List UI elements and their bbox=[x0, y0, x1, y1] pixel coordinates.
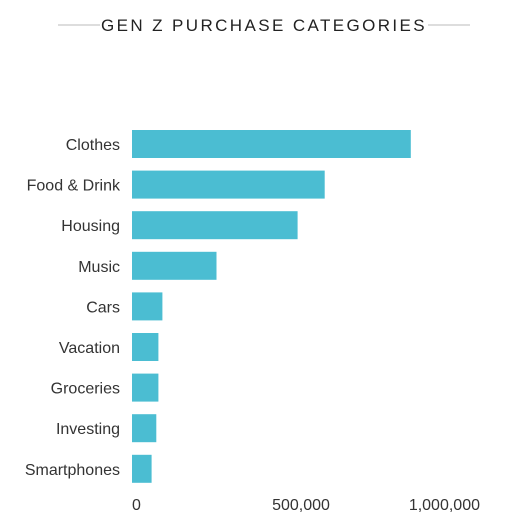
category-label-clothes: Clothes bbox=[66, 137, 120, 154]
category-label-food-drink: Food & Drink bbox=[27, 178, 121, 195]
category-label-housing: Housing bbox=[61, 218, 120, 235]
bar-clothes bbox=[132, 130, 411, 158]
category-labels: Clothes Food & Drink Housing Music Cars Vacat… bbox=[25, 137, 121, 479]
x-tick-label: 1,000,000 bbox=[409, 497, 480, 514]
category-label-smartphones: Smartphones bbox=[25, 462, 120, 479]
bar-housing bbox=[132, 211, 298, 240]
bar-investing bbox=[132, 414, 157, 443]
category-label-music: Music bbox=[78, 259, 120, 276]
category-label-investing: Investing bbox=[56, 421, 120, 438]
bar-food-drink bbox=[132, 170, 325, 199]
bar-music bbox=[132, 251, 217, 280]
category-label-vacation: Vacation bbox=[59, 340, 120, 357]
bars bbox=[132, 130, 411, 483]
bar-cars bbox=[132, 292, 163, 321]
category-label-cars: Cars bbox=[86, 299, 120, 316]
chart-title: GEN Z PURCHASE CATEGORIES bbox=[101, 16, 427, 35]
x-tick-label: 500,000 bbox=[272, 497, 330, 514]
bar-groceries bbox=[132, 373, 159, 402]
x-axis-tick-labels: 0 500,000 1,000,000 bbox=[132, 497, 480, 514]
bar-vacation bbox=[132, 333, 159, 361]
x-tick-label: 0 bbox=[132, 497, 141, 514]
bar-smartphones bbox=[132, 454, 152, 483]
category-label-groceries: Groceries bbox=[51, 381, 120, 398]
